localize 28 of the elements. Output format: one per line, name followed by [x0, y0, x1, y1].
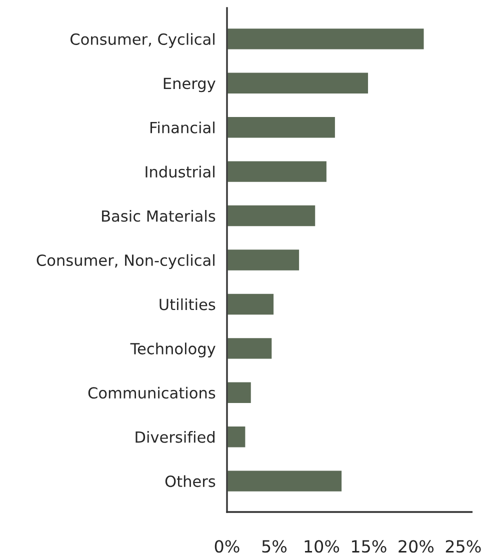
y-tick-label: Others: [165, 475, 216, 488]
bar: [227, 380, 252, 404]
y-tick-label: Financial: [150, 122, 214, 134]
bar: [227, 204, 317, 228]
bar: [227, 336, 274, 360]
x-tick-label: 25%: [446, 540, 481, 553]
y-tick-label: Basic Materials: [102, 210, 216, 222]
bar: [227, 160, 328, 184]
bar: [227, 248, 300, 272]
y-tick-label: Diversified: [136, 431, 214, 443]
y-tick-label: Technology: [130, 342, 216, 358]
bar: [227, 116, 336, 140]
y-tick-label: Utilities: [160, 298, 216, 310]
bar: [227, 292, 275, 316]
bar: [227, 71, 370, 95]
x-tick-label: 20%: [398, 540, 434, 553]
bar: [227, 425, 247, 449]
y-tick-label: Consumer, Non-cyclical: [36, 254, 214, 269]
y-tick-label: Energy: [164, 78, 216, 92]
y-tick-label: Consumer, Cyclical: [70, 33, 214, 48]
x-tick-label: 15%: [352, 540, 386, 553]
y-tick-label: Communications: [88, 386, 216, 399]
bar: [227, 27, 426, 51]
y-tick-label: Industrial: [146, 166, 214, 178]
x-tick-label: 0%: [214, 540, 240, 553]
x-tick-label: 5%: [262, 540, 287, 553]
bar: [227, 469, 343, 493]
x-tick-label: 10%: [304, 540, 340, 553]
